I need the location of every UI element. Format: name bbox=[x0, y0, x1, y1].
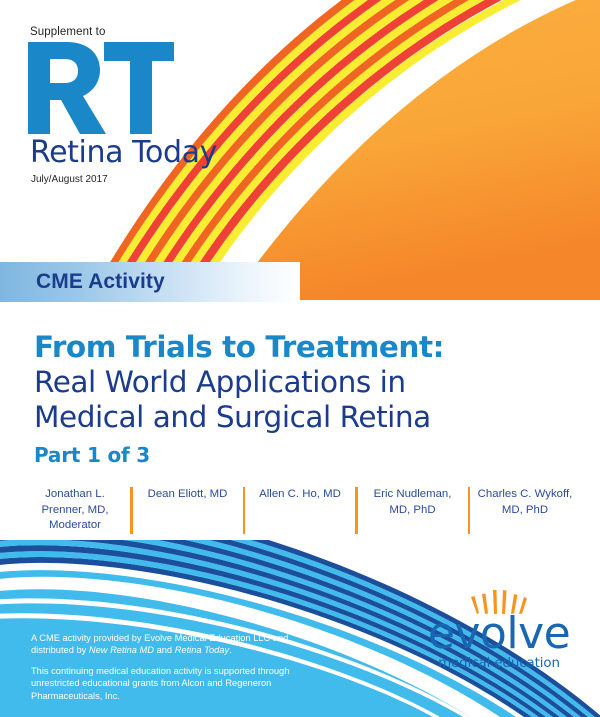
faculty-list: Jonathan L. Prenner, MD, Moderator Dean … bbox=[22, 487, 578, 534]
part-number: Part 1 of 3 bbox=[34, 443, 151, 467]
faculty-member: Jonathan L. Prenner, MD, Moderator bbox=[41, 488, 109, 531]
faculty-divider bbox=[467, 487, 470, 534]
footer-line-2: This continuing medical education activi… bbox=[31, 665, 290, 701]
issue-date: July/August 2017 bbox=[31, 174, 108, 185]
faculty-member: Charles C. Wykoff, MD, PhD bbox=[477, 488, 573, 516]
title-line-1: From Trials to Treatment: bbox=[34, 330, 444, 364]
faculty-divider bbox=[242, 487, 245, 534]
footer-conjunction: and bbox=[154, 645, 175, 656]
footer-provider-text: A CME activity provided by Evolve Medica… bbox=[31, 633, 289, 656]
evolve-logo: evolve medical education bbox=[424, 588, 574, 671]
footer-line-1: A CME activity provided by Evolve Medica… bbox=[31, 632, 301, 657]
publication-name: Retina Today bbox=[30, 135, 217, 170]
evolve-burst-icon bbox=[471, 590, 527, 614]
evolve-wordmark: evolve bbox=[427, 608, 571, 659]
footer-publication-1: New Retina MD bbox=[88, 645, 154, 656]
footer-period: . bbox=[229, 645, 232, 656]
title-line-2: Real World Applications in bbox=[34, 365, 406, 399]
cme-activity-banner bbox=[0, 262, 300, 302]
masthead: Supplement to Retina Today July/August 2… bbox=[28, 26, 258, 185]
faculty-member: Allen C. Ho, MD bbox=[259, 488, 341, 500]
title-block: From Trials to Treatment: Real World App… bbox=[34, 330, 564, 467]
faculty-member: Dean Eliott, MD bbox=[147, 488, 228, 500]
faculty-member: Eric Nudleman, MD, PhD bbox=[373, 488, 452, 516]
rt-logo bbox=[28, 42, 174, 134]
bottom-blue-swoosh-artwork bbox=[0, 540, 600, 717]
supplement-to-label: Supplement to bbox=[30, 26, 106, 38]
footer-publication-2: Retina Today bbox=[174, 645, 230, 656]
faculty-divider bbox=[130, 487, 133, 534]
faculty-divider bbox=[355, 487, 358, 534]
footer-credits: A CME activity provided by Evolve Medica… bbox=[31, 632, 301, 710]
title-line-3: Medical and Surgical Retina bbox=[34, 400, 431, 434]
cme-activity-label: CME Activity bbox=[36, 270, 165, 293]
evolve-tagline: medical education bbox=[438, 656, 560, 671]
